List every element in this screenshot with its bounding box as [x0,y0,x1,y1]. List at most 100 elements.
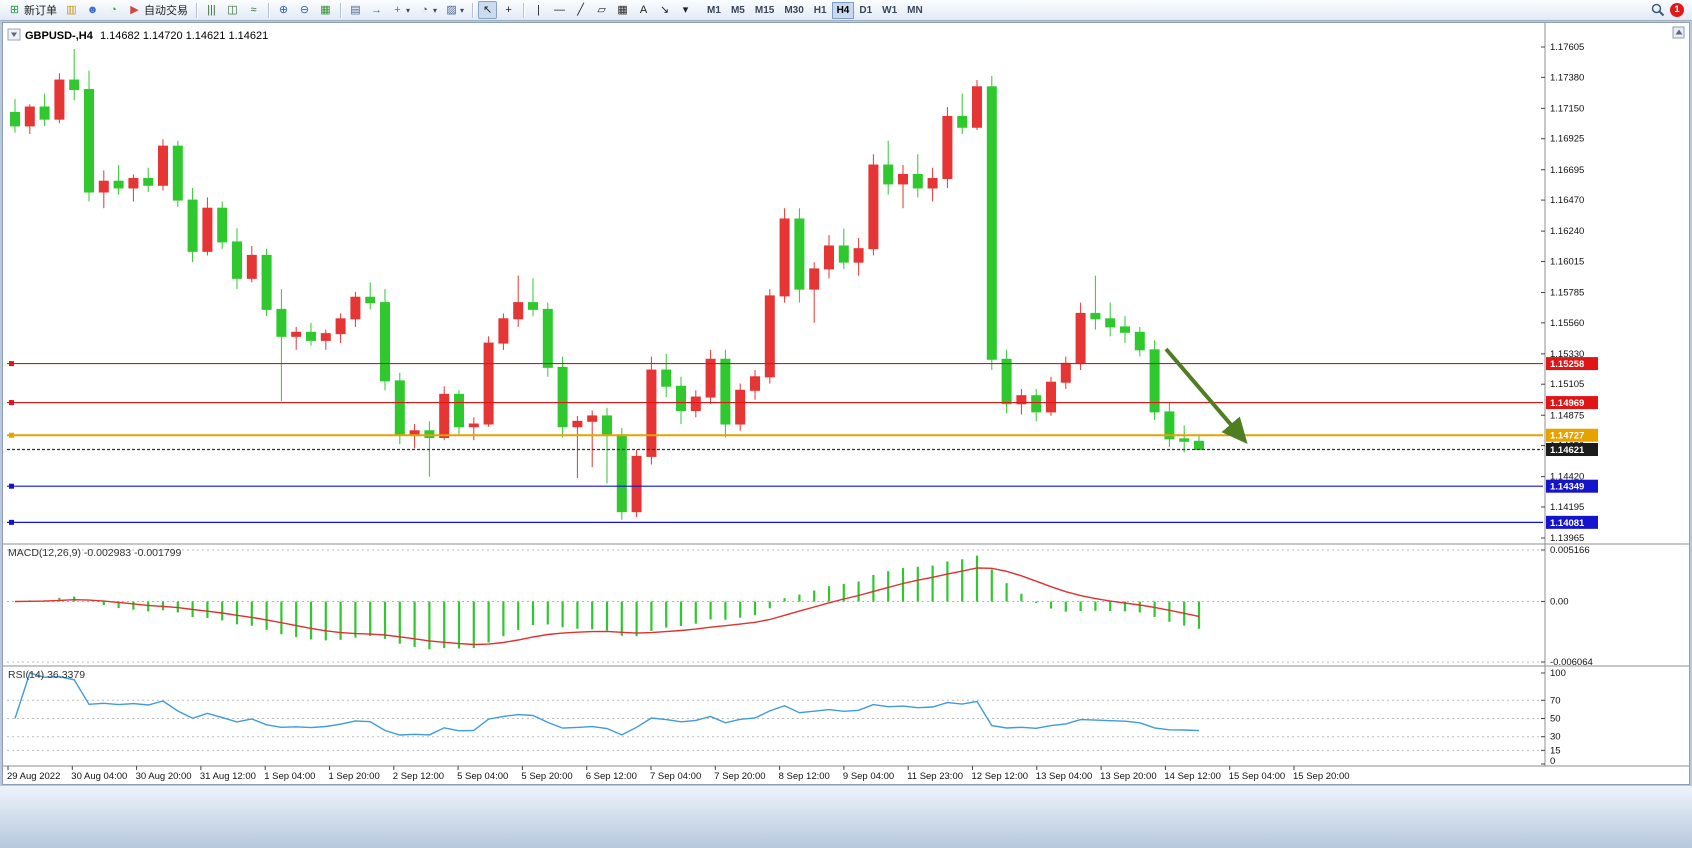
shapes-icon: ▱ [597,3,606,16]
timeframe-h1-button[interactable]: H1 [809,2,832,19]
zoom-out-button[interactable]: ⊖ [295,1,314,19]
svg-text:5 Sep 20:00: 5 Sep 20:00 [521,771,572,782]
chart-collapse-button[interactable] [7,28,21,41]
svg-text:15 Sep 20:00: 15 Sep 20:00 [1293,771,1350,782]
chart-window: 1.17605 1.17380 1.17150 1.16925 1.16695 1.164… [2,22,1690,785]
resistance-line-1[interactable] [7,361,1543,367]
candlestick-chart-icon: ◫ [227,3,238,16]
line-chart-icon: ≈ [250,3,257,16]
trendline-button[interactable]: ╱ [571,1,590,19]
svg-text:1.14969: 1.14969 [1550,398,1584,409]
timeframe-bar: M1 M5 M15 M30 H1 H4 D1 W1 MN [702,1,928,19]
grid-button[interactable]: ▦ [613,1,632,19]
new-order-icon: ⊞ [9,3,20,16]
horizontal-line-button[interactable]: ― [550,1,569,19]
time-axis: 29 Aug 2022 30 Aug 04:00 30 Aug 20:00 31 Au… [7,766,1350,782]
svg-text:1.15560: 1.15560 [1550,318,1584,329]
timeframe-w1-button[interactable]: W1 [877,2,902,19]
cursor-icon: ↖ [482,3,493,16]
timeframe-m5-button[interactable]: M5 [726,2,750,19]
arrange-charts-icon: ▤ [350,3,361,16]
support-line-blue-1[interactable] [7,483,1543,489]
svg-text:1.13965: 1.13965 [1550,533,1584,544]
svg-text:7 Sep 04:00: 7 Sep 04:00 [650,771,701,782]
svg-text:MACD(12,26,9) -0.002983 -0.001: MACD(12,26,9) -0.002983 -0.001799 [8,547,182,559]
svg-text:1.14349: 1.14349 [1550,482,1584,493]
new-order-button[interactable]: ⊞ 新订单 [5,1,60,19]
trend-arrow[interactable] [1164,347,1248,445]
panel-separators [3,23,1689,767]
svg-text:7 Sep 20:00: 7 Sep 20:00 [714,771,765,782]
toolbar-right: 1 [1651,3,1688,17]
toolbar-separator [196,2,197,18]
notification-badge[interactable]: 1 [1670,3,1684,17]
timeframe-mn-button[interactable]: MN [902,2,928,19]
timeframe-h4-button[interactable]: H4 [831,1,855,19]
search-icon[interactable] [1651,3,1665,17]
timeframe-m1-button[interactable]: M1 [702,2,726,19]
svg-text:29 Aug 2022: 29 Aug 2022 [7,771,60,782]
svg-text:1.14875: 1.14875 [1550,410,1584,421]
text-icon: A [639,3,648,16]
rsi-panel: 100 70 50 30 150 RSI(14) 36.3379 [7,668,1566,767]
market-watch-button[interactable]: ◔ [104,1,123,19]
profiles-icon: ☻ [86,3,99,16]
caret-down-icon: ▾ [460,5,465,15]
support-line-blue-2[interactable] [7,519,1543,525]
arrows-tool-icon: ↘ [659,3,670,16]
charts-button[interactable]: ▥ [62,1,81,19]
toolbar-groups: ⊞ 新订单 ▥ ☻ ◔ ▶ 自动交易 ||| ◫ ≈ ⊕ ⊖ ▦ ▤ → + ▾ ◔ ▾ ▨ ▾ ↖ + | ― ╱ ▱ ▦ A ↘ ▾ [4,1,696,19]
toolbar-separator [268,2,269,18]
drawing-more-button[interactable]: ▾ [676,1,695,19]
vertical-line-icon: | [537,3,540,16]
svg-text:9 Sep 04:00: 9 Sep 04:00 [843,771,894,782]
line-chart-button[interactable]: ≈ [244,1,263,19]
vertical-line-button[interactable]: | [529,1,548,19]
templates-button[interactable]: ▨ ▾ [442,1,467,19]
shapes-button[interactable]: ▱ [592,1,611,19]
add-indicator-icon: + [394,3,401,16]
auto-trading-icon: ▶ [130,3,139,16]
zoom-in-button[interactable]: ⊕ [274,1,293,19]
support-line-gold[interactable] [7,432,1543,438]
timeframe-m30-button[interactable]: M30 [779,2,808,19]
svg-text:1.17150: 1.17150 [1550,103,1584,114]
bar-chart-button[interactable]: ||| [202,1,221,19]
trendline-icon: ╱ [577,3,584,16]
toolbar-separator [523,2,525,18]
svg-text:1.15330: 1.15330 [1550,349,1584,360]
templates-icon: ▨ [446,3,457,16]
auto-trading-button[interactable]: ▶ 自动交易 [125,1,191,19]
profiles-button[interactable]: ☻ [83,1,102,19]
svg-text:5 Sep 04:00: 5 Sep 04:00 [457,771,508,782]
svg-text:1.15258: 1.15258 [1550,359,1584,370]
grid-icon: ▦ [617,3,628,16]
svg-text:1.17380: 1.17380 [1550,72,1584,83]
crosshair-button[interactable]: + [499,1,518,19]
resistance-line-2[interactable] [7,400,1543,406]
candlestick-chart-button[interactable]: ◫ [223,1,242,19]
svg-text:1.14420: 1.14420 [1550,472,1584,483]
chart-shift-button[interactable]: → [367,1,386,19]
arrows-tool-button[interactable]: ↘ [655,1,674,19]
cursor-button[interactable]: ↖ [478,1,498,19]
text-button[interactable]: A [634,1,653,19]
svg-text:30 Aug 20:00: 30 Aug 20:00 [136,771,192,782]
tile-windows-button[interactable]: ▦ [316,1,335,19]
add-indicator-button[interactable]: + ▾ [388,1,413,19]
periods-button[interactable]: ◔ ▾ [415,1,440,19]
arrange-charts-button[interactable]: ▤ [346,1,365,19]
svg-text:1.14621: 1.14621 [1550,445,1585,456]
price-axis: 1.17605 1.17380 1.17150 1.16925 1.16695 1.164… [1541,42,1584,544]
chart-area[interactable]: 1.17605 1.17380 1.17150 1.16925 1.16695 1.164… [3,23,1689,784]
crosshair-icon: + [505,3,512,16]
svg-text:50: 50 [1550,714,1561,725]
chart-scroll-button[interactable] [1672,26,1685,39]
svg-text:100: 100 [1550,668,1566,679]
caret-down-icon: ▾ [433,5,438,15]
timeframe-d1-button[interactable]: D1 [854,2,877,19]
svg-text:6 Sep 12:00: 6 Sep 12:00 [586,771,637,782]
svg-text:RSI(14) 36.3379: RSI(14) 36.3379 [8,669,85,681]
timeframe-m15-button[interactable]: M15 [750,2,779,19]
toolbar-separator [340,2,341,18]
